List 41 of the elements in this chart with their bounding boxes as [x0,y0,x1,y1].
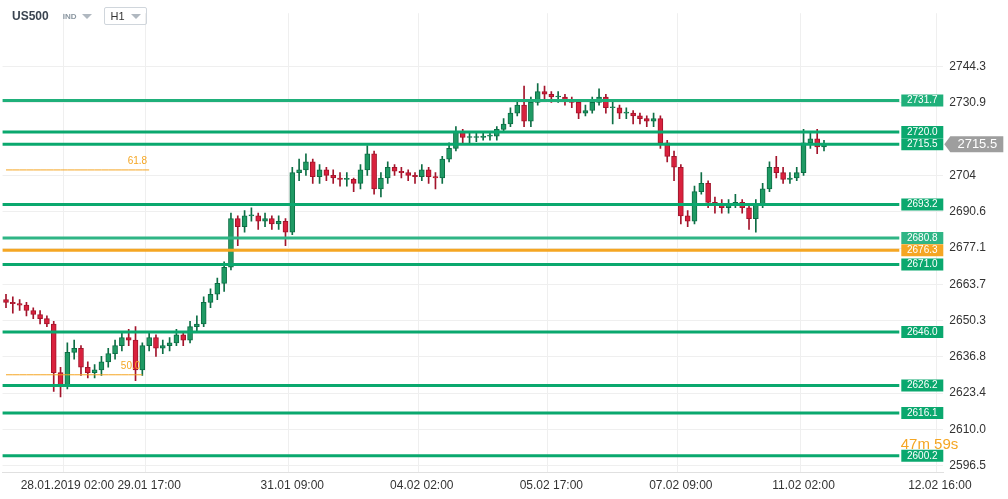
ref-line-label: 2600.2 [907,449,939,461]
y-tick-label: 2744.3 [949,58,987,73]
y-tick-label: 2663.7 [949,276,987,291]
ref-line-label: 2676.3 [907,243,939,255]
annotation: H1 [110,10,125,22]
x-tick-label: 04.02 02:00 [390,478,454,493]
y-tick-label: 2636.8 [949,349,987,364]
candlestick [787,172,793,184]
ref-line-label: 2693.2 [907,198,939,210]
x-tick-label: 05.02 17:00 [519,478,584,493]
x-tick-label: 07.02 09:00 [649,478,713,493]
x-tick-label: 31.01 09:00 [260,478,325,493]
ref-line-label: 2680.8 [907,231,939,243]
annotation: 47m 59s [900,434,959,452]
ref-line-label: 2731.7 [907,94,939,106]
chart-title: US500 [12,9,49,23]
y-tick-label: 2677.1 [949,240,987,255]
ref-line-label: 2616.1 [907,406,939,418]
y-tick-label: 2610.0 [949,421,987,436]
y-tick-label: 2596.5 [949,458,987,473]
text: 2715.5 [957,135,998,151]
y-tick-label: 2704 [949,167,977,182]
candlestick [609,102,616,125]
y-tick-label: 2623.4 [949,385,987,400]
candlestick [337,172,343,187]
ref-line-label: 2646.0 [907,325,939,337]
x-tick-label: 29.01 17:00 [117,478,182,493]
ref-line-label: 2671.0 [907,258,939,270]
timeframe-dropdown: H1 [104,7,147,25]
chart-subtitle: IND [62,11,77,21]
x-tick-label: 12.02 16:00 [908,478,972,493]
ref-line-label: 2715.5 [907,138,939,150]
ref-line-label: 2626.2 [907,379,939,391]
y-tick-label: 2650.3 [949,312,987,327]
series-label: 61.8 [127,154,148,166]
x-tick-label: 28.01.2019 02:00 [20,478,115,493]
candlestick [623,107,630,119]
x-tick-label: 11.02 02:00 [772,478,836,493]
ref-line-label: 2720.0 [907,125,939,137]
y-tick-label: 2730.9 [949,94,987,109]
y-tick-label: 2690.6 [949,203,987,218]
